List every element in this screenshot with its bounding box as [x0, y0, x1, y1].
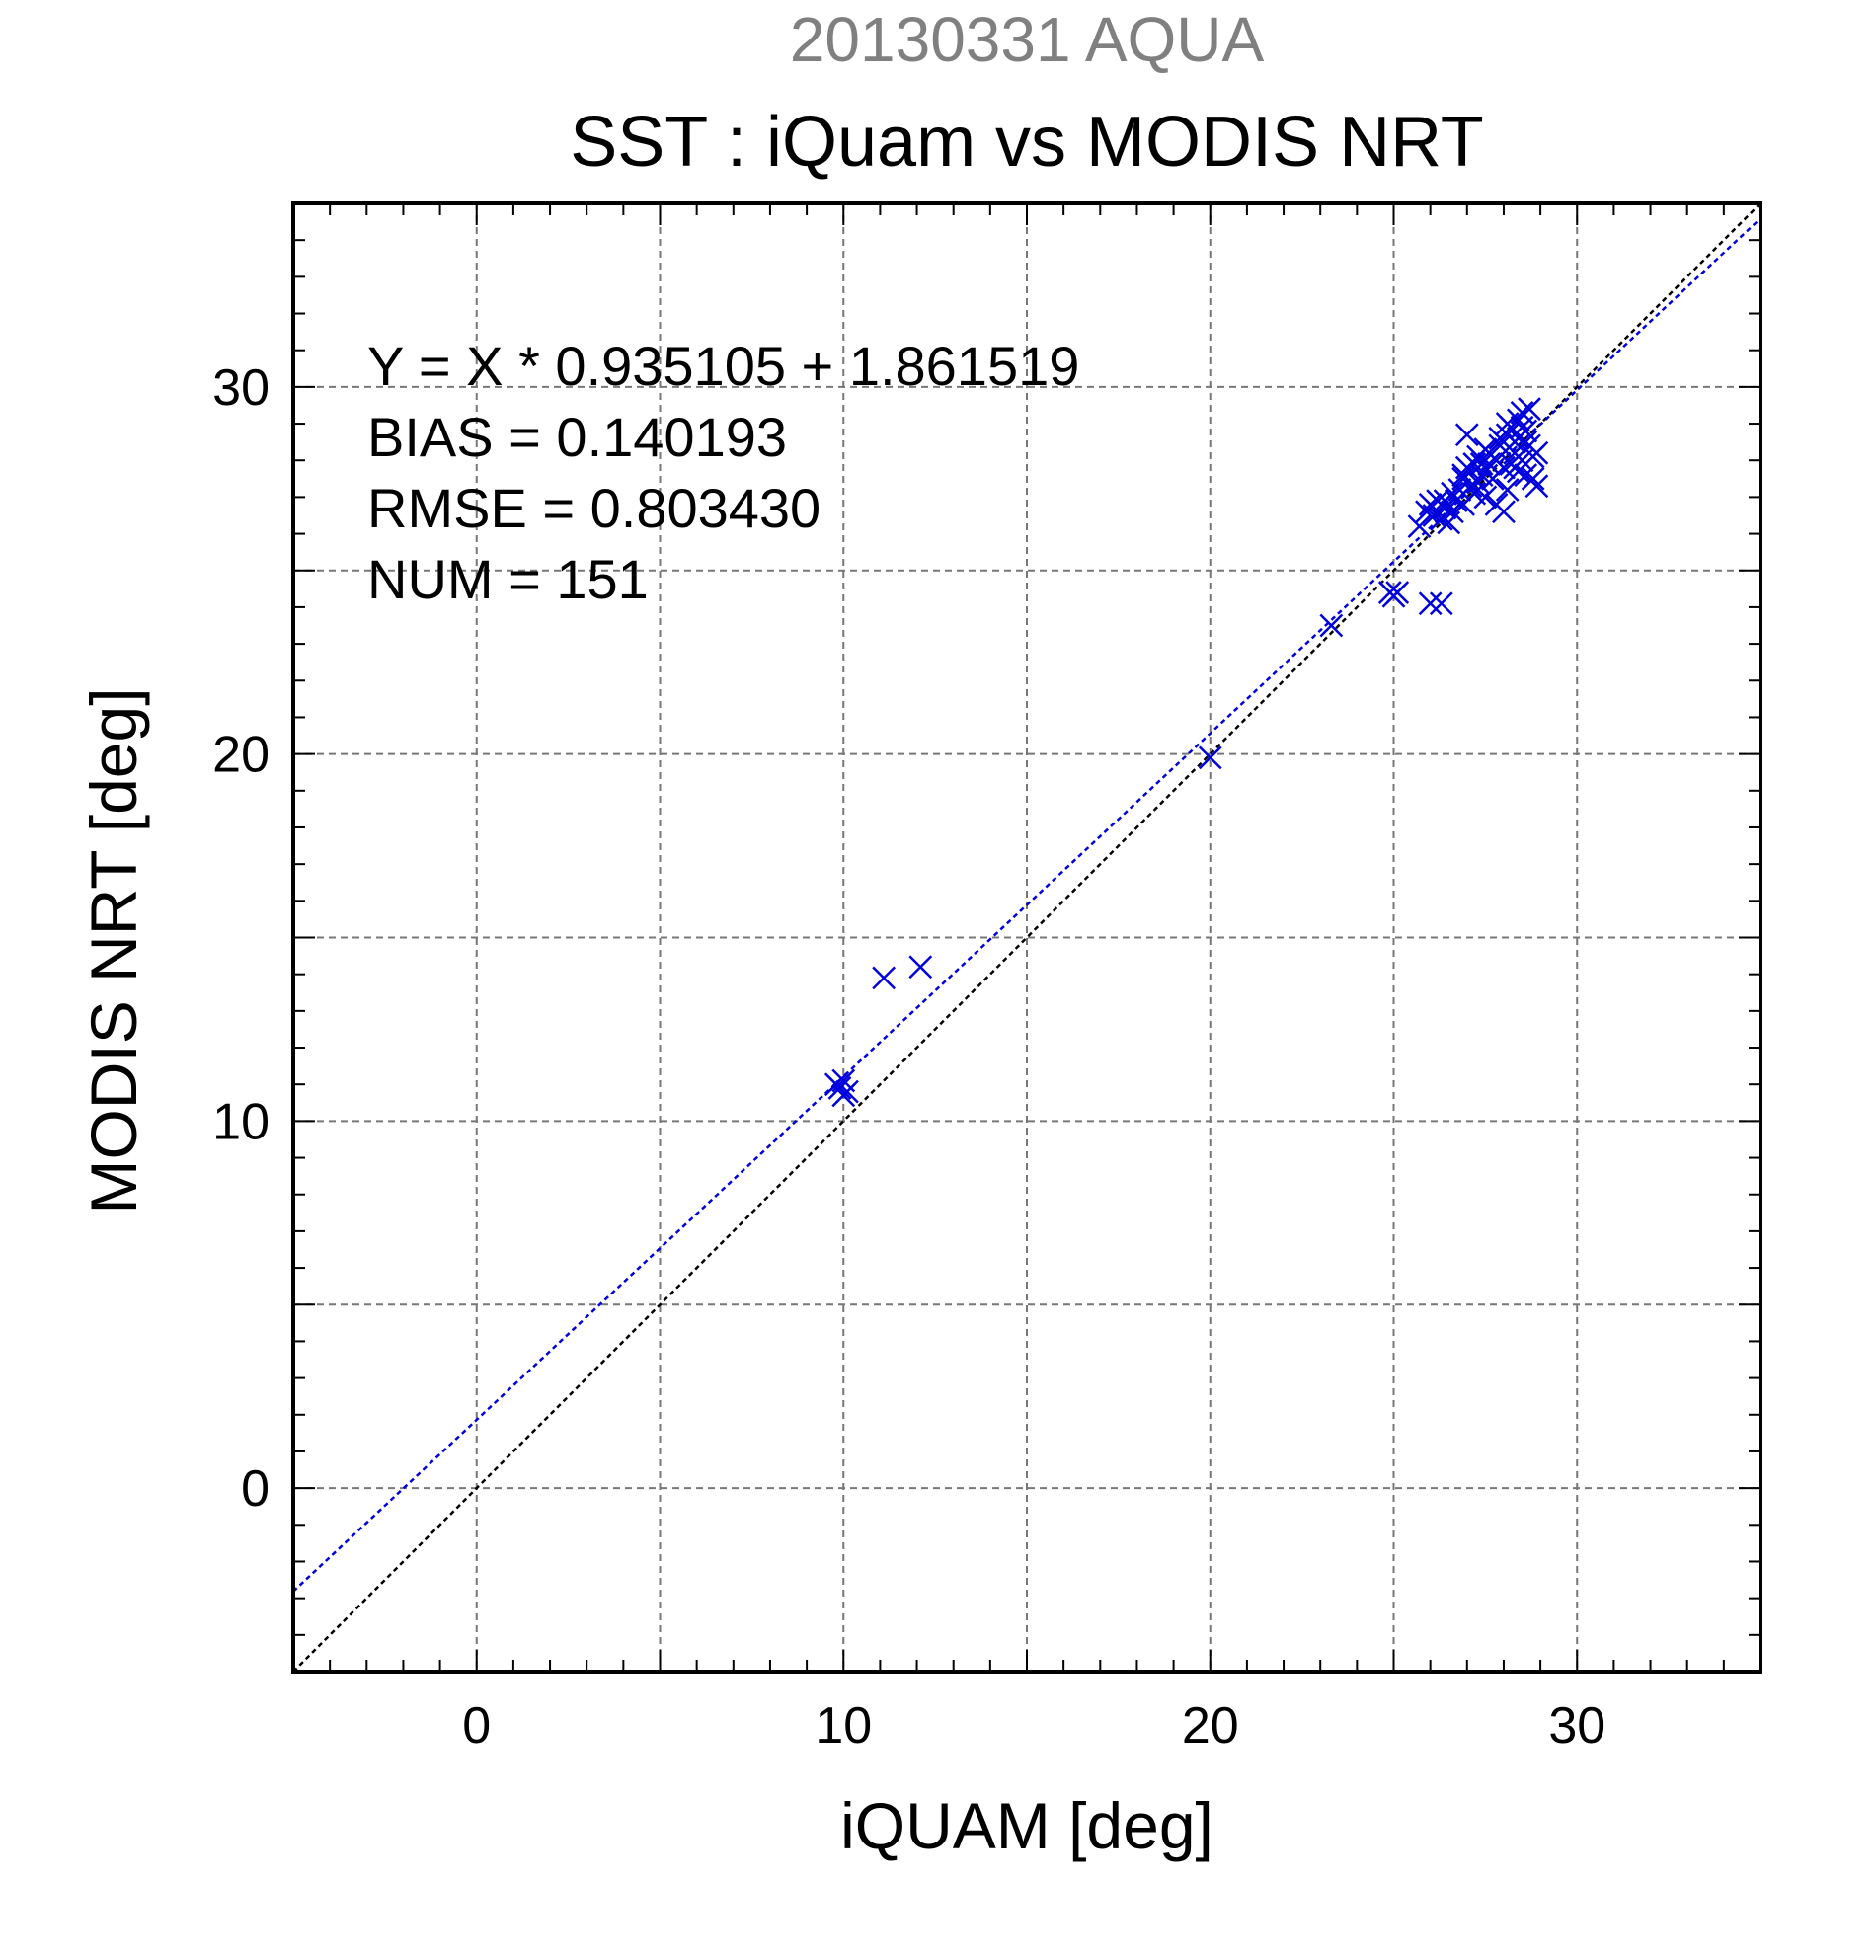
data-point — [1488, 433, 1513, 458]
y-axis-label: MODIS NRT [deg] — [77, 687, 150, 1214]
data-point — [823, 1072, 848, 1097]
plot-area: 0 10 20 30 0 10 20 30 Y = X * 0.935105 + 1.86151… — [212, 201, 1762, 1755]
plot-frame — [291, 201, 1762, 1674]
data-point — [1495, 412, 1520, 435]
data-point — [1510, 415, 1534, 439]
y-tick-label: 30 — [212, 359, 270, 417]
data-point — [1319, 613, 1344, 638]
data-point — [1451, 463, 1475, 487]
data-point — [872, 966, 896, 990]
y-tick-label: 20 — [212, 727, 270, 784]
annotation-text: NUM = 151 — [367, 548, 649, 610]
annotation-text: BIAS = 0.140193 — [367, 406, 787, 468]
annotation-text: Y = X * 0.935105 + 1.861519 — [367, 335, 1079, 397]
data-point — [908, 955, 933, 980]
chart-title: SST : iQuam vs MODIS NRT — [570, 103, 1484, 182]
data-point — [1524, 474, 1549, 499]
data-point — [1495, 478, 1520, 502]
x-tick-label: 30 — [1548, 1697, 1605, 1755]
data-point — [1454, 423, 1479, 447]
data-point — [1488, 427, 1513, 450]
x-tick-label: 10 — [815, 1697, 872, 1755]
data-point — [1518, 397, 1541, 422]
data-point — [1429, 591, 1453, 616]
x-tick-label: 0 — [462, 1697, 491, 1755]
x-axis-label: iQUAM [deg] — [840, 1789, 1213, 1862]
data-point — [1385, 581, 1410, 604]
data-point — [1524, 440, 1549, 465]
chart-supertitle: 20130331 AQUA — [790, 4, 1265, 75]
data-point — [1477, 440, 1501, 465]
data-point — [831, 1083, 856, 1108]
annotation-text: RMSE = 0.803430 — [367, 477, 821, 539]
scatter-points — [823, 397, 1549, 1108]
data-point — [1433, 489, 1457, 513]
data-point — [1433, 496, 1457, 520]
data-point — [1521, 466, 1545, 491]
y-tick-label: 0 — [241, 1460, 270, 1518]
data-point — [1426, 500, 1449, 524]
data-point — [1503, 430, 1526, 454]
data-point — [1477, 452, 1501, 476]
data-point — [1466, 470, 1490, 495]
reference-lines — [293, 203, 1760, 1672]
fit-line — [293, 217, 1760, 1593]
y-tick-label: 10 — [212, 1093, 270, 1150]
data-point — [1469, 452, 1494, 476]
data-point — [1506, 459, 1530, 484]
data-point — [1418, 591, 1443, 616]
x-tick-label: 20 — [1182, 1697, 1239, 1755]
data-point — [1484, 492, 1509, 516]
data-point — [1198, 745, 1222, 770]
data-point — [1407, 514, 1432, 539]
